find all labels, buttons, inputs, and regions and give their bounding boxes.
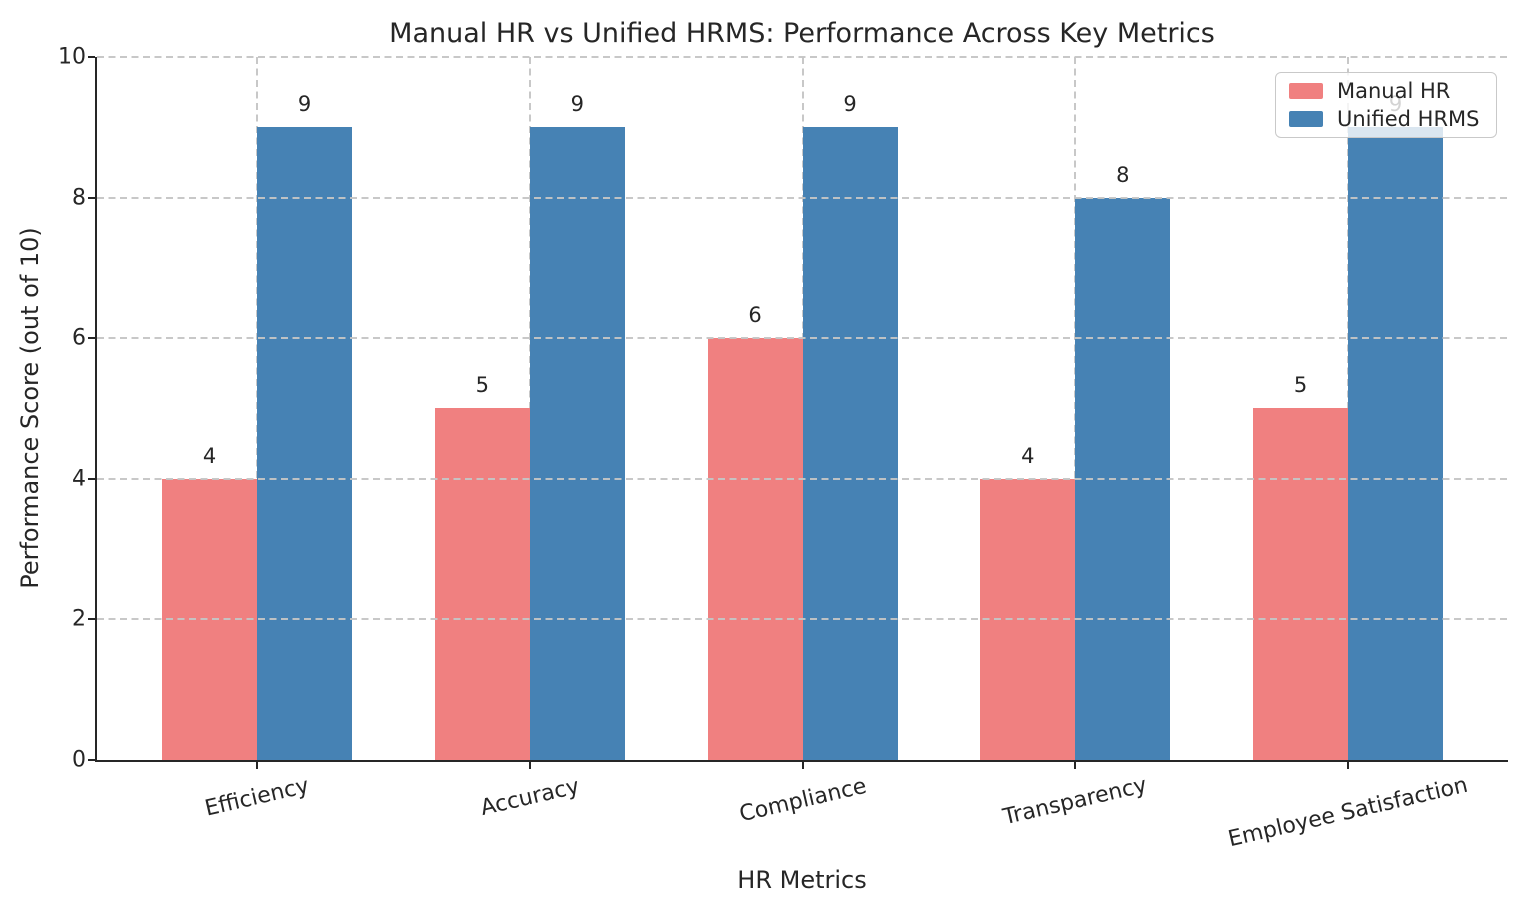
y-tick-mark [88,56,95,58]
x-axis-spine [95,760,1508,762]
y-tick-label: 8 [72,185,86,211]
bar-value-label: 4 [1021,444,1035,468]
bar-unified-hrms [1348,127,1443,760]
x-tick-mark [801,762,804,769]
bar-value-label: 6 [748,303,762,327]
x-tick-mark [256,762,258,769]
y-tick-label: 10 [58,44,86,70]
y-tick-label: 2 [72,606,86,632]
legend-swatch-icon [1289,83,1323,99]
y-axis-spine [95,57,97,762]
x-tick-label: Transparency [1000,773,1150,831]
bar-value-label: 9 [297,92,312,116]
horizontal-gridline [97,196,1508,199]
legend-label: Manual HR [1337,79,1451,103]
legend-swatch-icon [1289,111,1323,127]
bar-value-label: 5 [475,373,489,397]
y-tick-label: 0 [72,747,86,773]
x-tick-label: Compliance [736,773,869,827]
x-tick-mark [528,762,531,769]
bar-value-label: 9 [843,92,857,116]
y-tick-mark [88,196,95,199]
bar-manual-hr [707,338,803,760]
bar-unified-hrms [802,127,898,760]
bar-value-label: 9 [570,92,584,116]
legend-item: Unified HRMS [1276,107,1496,131]
legend-item: Manual HR [1276,79,1496,103]
x-tick-label: Employee Satisfaction [1225,772,1471,852]
horizontal-gridline [97,56,1508,58]
y-tick-mark [88,618,95,621]
y-tick-label: 6 [72,325,86,351]
y-tick-mark [88,477,95,480]
x-tick-mark [1347,762,1349,769]
x-tick-label: Accuracy [477,773,582,821]
horizontal-gridline [97,618,1508,621]
y-tick-mark [88,759,95,761]
y-axis-label: Performance Score (out of 10) [16,227,44,589]
bar-manual-hr [434,408,530,760]
bar-unified-hrms [257,127,352,760]
horizontal-gridline [97,337,1508,340]
horizontal-gridline [97,477,1508,480]
x-axis-label: HR Metrics [737,866,867,894]
x-tick-mark [1074,762,1077,769]
y-tick-mark [88,337,95,340]
x-tick-label: Efficiency [202,773,312,822]
bar-value-label: 4 [202,444,217,468]
bar-manual-hr [1253,408,1348,760]
legend: Manual HR Unified HRMS [1275,72,1497,138]
legend-label: Unified HRMS [1337,107,1480,131]
bar-value-label: 5 [1293,373,1308,397]
bar-unified-hrms [529,127,625,760]
y-tick-label: 4 [72,466,86,492]
bar-value-label: 8 [1116,163,1130,187]
chart-title: Manual HR vs Unified HRMS: Performance A… [389,18,1215,49]
